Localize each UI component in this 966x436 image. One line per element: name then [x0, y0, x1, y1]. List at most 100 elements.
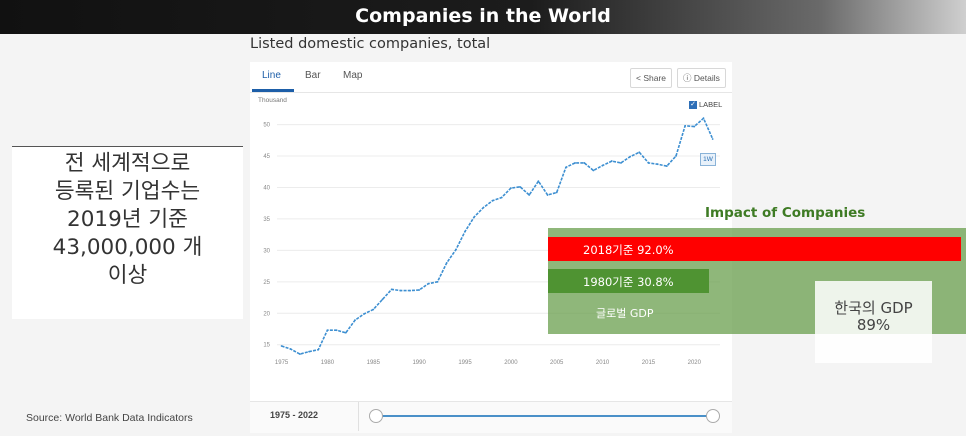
data-point [308, 350, 311, 353]
data-point [482, 206, 485, 209]
data-point [565, 166, 567, 169]
label-toggle-text: LABEL [699, 100, 723, 109]
y-tick-label: 40 [263, 185, 270, 191]
bar-2018-label: 2018기준 92.0% [583, 243, 674, 257]
data-point [317, 348, 320, 351]
data-point [583, 162, 586, 164]
data-point [574, 162, 576, 164]
data-point [390, 288, 393, 291]
x-tick-label: 1995 [458, 360, 472, 366]
y-tick-label: 45 [263, 154, 270, 160]
korea-gdp-text: 한국의 GDP 89% [834, 299, 913, 334]
x-tick-label: 1975 [275, 360, 289, 366]
x-tick-label: 1980 [321, 360, 335, 366]
data-point [509, 187, 512, 190]
data-point [519, 185, 521, 188]
data-point [289, 348, 292, 351]
range-label: 1975 - 2022 [270, 410, 319, 420]
data-point [363, 312, 366, 315]
data-point [427, 282, 430, 285]
info-icon: ⓘ [683, 73, 692, 83]
tab-bar[interactable]: Bar [305, 70, 321, 81]
data-point [592, 169, 595, 172]
details-button[interactable]: ⓘ Details [677, 68, 726, 88]
x-tick-label: 2000 [504, 360, 518, 366]
source-note: Source: World Bank Data Indicators [26, 412, 193, 424]
checkbox-icon[interactable]: ✓ [689, 101, 697, 110]
header-bar: Companies in the World [0, 0, 966, 34]
data-point [436, 280, 439, 283]
data-point [381, 298, 384, 301]
data-point [464, 230, 466, 233]
chart-title: Listed domestic companies, total [250, 36, 491, 52]
range-end-handle[interactable] [706, 409, 720, 423]
data-point [299, 353, 301, 356]
data-point [280, 345, 283, 347]
range-slider-track[interactable] [376, 415, 712, 417]
label-toggle[interactable]: ✓ LABEL [689, 100, 723, 110]
x-tick-label: 1990 [412, 360, 426, 366]
data-point [638, 151, 641, 154]
data-point [454, 248, 457, 251]
data-point [647, 162, 650, 164]
range-start-handle[interactable] [369, 409, 383, 423]
data-point [528, 194, 531, 196]
y-tick-label: 15 [263, 343, 270, 349]
data-point [684, 124, 687, 127]
range-divider [358, 402, 359, 431]
data-point [702, 117, 705, 120]
x-tick-label: 2015 [642, 360, 656, 366]
data-point [445, 262, 448, 264]
header-title: Companies in the World [355, 5, 611, 27]
y-tick-label: 35 [263, 217, 270, 223]
data-point [620, 162, 622, 164]
tab-line[interactable]: Line [262, 70, 281, 81]
data-point [500, 196, 503, 199]
data-point [629, 155, 632, 158]
data-point [656, 163, 659, 166]
x-tick-label: 1985 [367, 360, 381, 366]
bar-2018 [548, 237, 961, 261]
bar-1980 [548, 269, 709, 293]
y-tick-label: 50 [263, 123, 270, 129]
data-point [326, 329, 329, 332]
unit-label: Thousand [258, 97, 287, 104]
data-point [601, 164, 604, 167]
data-point [711, 138, 714, 140]
data-point [610, 160, 613, 162]
share-label: Share [643, 73, 667, 83]
data-point [354, 319, 356, 322]
data-point [555, 191, 558, 194]
share-button[interactable]: < Share [630, 68, 673, 88]
data-point [335, 329, 338, 332]
data-point [372, 308, 375, 311]
tab-map[interactable]: Map [343, 70, 363, 81]
data-point [399, 289, 402, 292]
note-text: 전 세계적으로 등록된 기업수는 2019년 기준 43,000,000 개 이… [52, 151, 203, 288]
x-tick-label: 2005 [550, 360, 564, 366]
last-value-tag: 1W [700, 153, 716, 166]
range-bar [250, 401, 732, 433]
x-tick-label: 2010 [596, 360, 610, 366]
global-gdp-label: 글로벌 GDP [596, 307, 654, 320]
active-tab-indicator [252, 89, 294, 92]
series-line [281, 116, 714, 355]
y-tick-label: 20 [263, 311, 270, 317]
korea-gdp-box [815, 281, 932, 363]
y-tick-label: 30 [263, 248, 270, 254]
data-point [344, 331, 347, 334]
note-box [12, 146, 243, 319]
data-point [491, 199, 494, 202]
data-point [537, 180, 540, 183]
details-label: Details [693, 73, 720, 83]
chart-tabs: Line Bar Map [250, 62, 732, 93]
data-point [546, 194, 549, 196]
bar-1980-label: 1980기준 30.8% [583, 275, 674, 289]
x-tick-label: 2020 [688, 360, 702, 366]
data-point [693, 125, 696, 128]
share-icon: < [636, 73, 641, 83]
data-point [675, 155, 677, 157]
impact-title: Impact of Companies [705, 205, 866, 221]
data-point [665, 165, 668, 167]
data-point [418, 289, 421, 291]
